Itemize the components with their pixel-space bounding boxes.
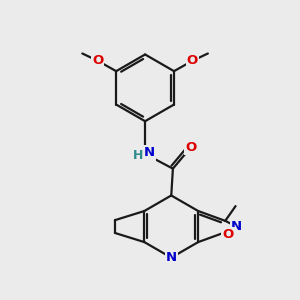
Text: N: N bbox=[143, 146, 155, 159]
Text: O: O bbox=[185, 141, 197, 154]
Text: O: O bbox=[92, 54, 103, 67]
Text: N: N bbox=[231, 220, 242, 233]
Text: O: O bbox=[222, 228, 233, 241]
Text: O: O bbox=[187, 54, 198, 67]
Text: N: N bbox=[166, 251, 177, 264]
Text: H: H bbox=[133, 149, 143, 162]
